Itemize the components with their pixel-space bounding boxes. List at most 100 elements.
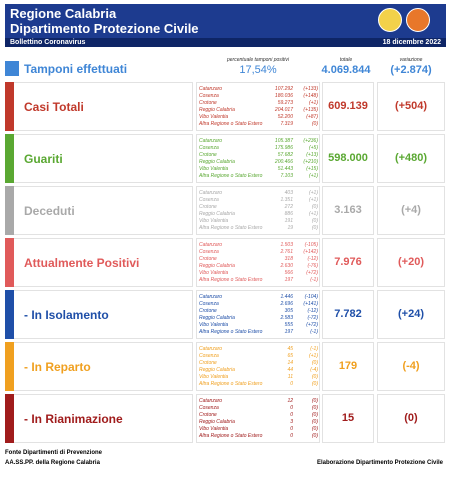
region-value: 0 xyxy=(290,433,293,439)
region-name: Crotone xyxy=(199,308,217,314)
section-label: Casi Totali xyxy=(24,99,84,114)
section-label-box xyxy=(5,134,193,183)
region-value: 318 xyxy=(284,256,293,262)
region-name: Reggio Calabria xyxy=(199,263,235,269)
region-value: 105.387 xyxy=(274,138,293,144)
region-change: (+135) xyxy=(303,107,318,113)
region-value: 59.273 xyxy=(277,100,293,106)
region-change: (+72) xyxy=(306,322,318,328)
region-value: 886 xyxy=(284,211,293,217)
region-name: Cosenza xyxy=(199,93,219,99)
region-name: Cosenza xyxy=(199,145,219,151)
region-name: Vibo Valentia xyxy=(199,374,229,380)
region-name: Cosenza xyxy=(199,197,219,203)
region-name: Vibo Valentia xyxy=(199,218,229,224)
region-change: (0) xyxy=(311,225,318,231)
section-marker xyxy=(5,186,14,235)
section-change: (-4) xyxy=(402,359,420,372)
percent-value: 17,54% xyxy=(239,64,277,76)
logo-region xyxy=(378,8,402,32)
region-name: Vibo Valentia xyxy=(199,166,229,172)
region-change: (+13) xyxy=(306,152,318,158)
region-change: (+5) xyxy=(308,145,318,151)
section-label: - In Reparto xyxy=(24,359,91,374)
section-label: Attualmente Positivi xyxy=(24,255,140,270)
region-value: 52.200 xyxy=(277,114,293,120)
region-name: Cosenza xyxy=(199,405,219,411)
region-value: 0 xyxy=(290,381,293,387)
region-value: 65 xyxy=(287,353,293,359)
region-value: 566 xyxy=(284,270,293,276)
region-name: Reggio Calabria xyxy=(199,159,235,165)
region-value: 3 xyxy=(290,419,293,425)
region-change: (+1) xyxy=(308,173,318,179)
region-change: (+148) xyxy=(303,93,318,99)
region-change: (-104) xyxy=(304,294,318,300)
section-regions-box xyxy=(196,186,320,235)
region-name: Catanzaro xyxy=(199,398,223,404)
logo-civil-protection xyxy=(406,8,430,32)
section-label-box xyxy=(5,342,193,391)
region-name: Reggio Calabria xyxy=(199,367,235,373)
region-change: (0) xyxy=(311,121,318,127)
region-change: (0) xyxy=(311,426,318,432)
region-value: 403 xyxy=(284,190,293,196)
section-change-box xyxy=(377,342,445,391)
section-total-box xyxy=(322,238,374,287)
region-value: 19 xyxy=(287,225,293,231)
region-name: Crotone xyxy=(199,152,217,158)
region-name: Altra Regione o Stato Estero xyxy=(199,173,263,179)
section-total: 7.976 xyxy=(334,255,362,268)
section-marker xyxy=(5,342,14,391)
region-value: 107.292 xyxy=(274,86,293,92)
region-value: 204.017 xyxy=(274,107,293,113)
region-value: 0 xyxy=(290,405,293,411)
section-change-box xyxy=(377,394,445,443)
region-value: 175.986 xyxy=(274,145,293,151)
section-label: Guariti xyxy=(24,151,63,166)
region-value: 51.443 xyxy=(277,166,293,172)
region-value: 305 xyxy=(284,308,293,314)
region-name: Vibo Valentia xyxy=(199,322,229,328)
region-change: (+1) xyxy=(308,353,318,359)
bulletin-bar xyxy=(5,38,446,47)
region-change: (+72) xyxy=(306,270,318,276)
region-name: Vibo Valentia xyxy=(199,426,229,432)
region-change: (+133) xyxy=(303,86,318,92)
region-value: 57.682 xyxy=(277,152,293,158)
region-value: 197 xyxy=(284,277,293,283)
region-value: 1.351 xyxy=(280,197,293,203)
section-label: Deceduti xyxy=(24,203,75,218)
region-change: (-76) xyxy=(307,263,318,269)
section-change-box xyxy=(377,186,445,235)
region-value: 272 xyxy=(284,204,293,210)
region-name: Crotone xyxy=(199,412,217,418)
region-change: (+141) xyxy=(303,301,318,307)
section-total: 15 xyxy=(341,411,355,424)
region-change: (0) xyxy=(311,405,318,411)
section-label-box xyxy=(5,394,193,443)
region-change: (0) xyxy=(311,412,318,418)
section-total-box xyxy=(322,290,374,339)
region-change: (+1) xyxy=(308,197,318,203)
region-change: (0) xyxy=(311,419,318,425)
region-name: Catanzaro xyxy=(199,138,223,144)
region-change: (+1) xyxy=(308,211,318,217)
region-value: 2.630 xyxy=(280,263,293,269)
section-change: (+24) xyxy=(398,307,424,320)
footer-credit: Elaborazione Dipartimento Protezione Civ… xyxy=(316,460,443,466)
section-change-box xyxy=(377,238,445,287)
region-change: (0) xyxy=(311,433,318,439)
region-value: 2.761 xyxy=(280,249,293,255)
total-label: totale xyxy=(339,57,353,63)
region-value: 0 xyxy=(290,412,293,418)
header-subtitle: Dipartimento Protezione Civile xyxy=(10,21,199,36)
section-change-box xyxy=(377,82,445,131)
region-change: (+1) xyxy=(308,100,318,106)
section-change: (+504) xyxy=(394,99,428,112)
section-total: 7.782 xyxy=(334,307,362,320)
section-change-box xyxy=(377,290,445,339)
percent-label: percentuale tamponi positivi xyxy=(227,57,289,63)
region-change: (+210) xyxy=(303,159,318,165)
section-marker xyxy=(5,290,14,339)
